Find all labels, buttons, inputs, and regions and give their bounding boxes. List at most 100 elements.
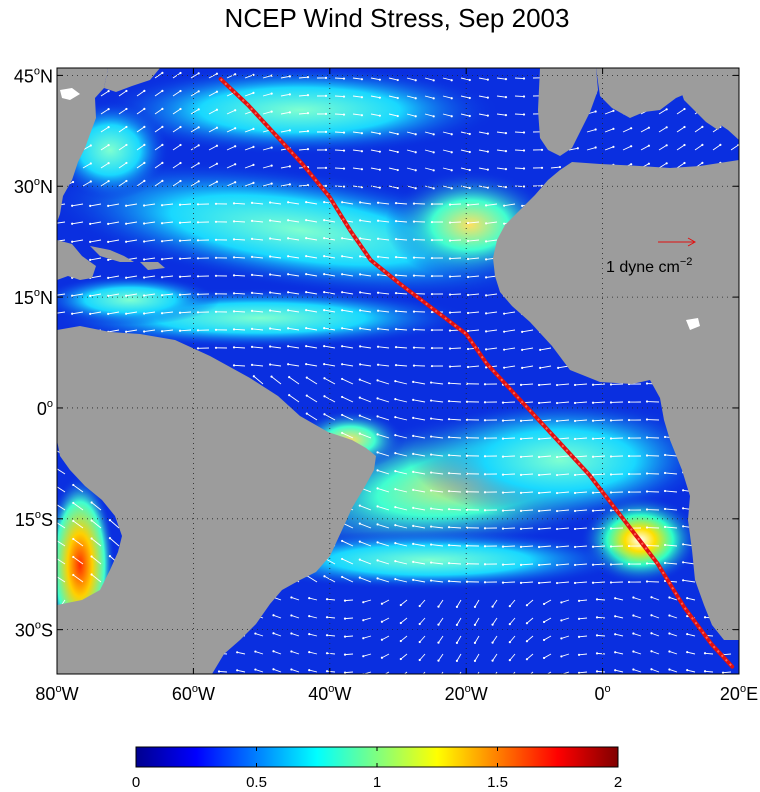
wind-arrow [288,394,300,403]
wind-arrow [413,417,426,421]
wind-arrow-head [542,656,546,660]
wind-arrow [395,542,408,547]
wind-arrow-head [323,272,326,276]
wind-arrow [403,671,408,674]
wind-arrow-head [437,641,440,644]
wind-arrow [502,527,516,530]
wind-arrow-head [450,151,453,154]
lat-tick-degrees: 15 [14,288,34,308]
wind-arrow [431,562,444,565]
wind-arrow [344,671,354,674]
wind-arrow [526,653,534,660]
colorbar: 0 0.5 1 1.5 2 [132,746,622,791]
wind-arrow [431,508,444,511]
wind-arrow-head [665,144,668,147]
wind-arrow-head [468,150,471,154]
wind-arrow-head [376,309,380,312]
wind-arrow [324,363,336,367]
wind-arrow-head [484,330,488,333]
wind-arrow-head [448,347,452,350]
wind-arrow [233,238,246,241]
wind-arrow-head [627,472,631,476]
wind-arrow [309,615,318,619]
wind-arrow [172,162,181,169]
wind-arrow-head [486,78,489,81]
wind-arrow [280,111,290,115]
wind-arrow-head [399,657,402,661]
wind-arrow-head [107,312,110,315]
wind-arrow-head [196,329,200,332]
wind-arrow [422,671,426,674]
wind-arrow-head [501,437,505,440]
wind-arrow-head [609,473,613,476]
wind-arrow-head [325,634,329,637]
wind-arrow-head [107,276,110,279]
wind-arrow-head [54,430,56,432]
north-africa-land [493,160,739,640]
wind-arrow-head [396,114,399,118]
wind-arrow-head [522,113,526,116]
wind-arrow [378,256,390,259]
wind-arrow-head [232,256,236,259]
wind-arrow [360,201,372,205]
wind-arrow [326,652,336,655]
wind-arrow [509,635,516,643]
wind-arrow-head [161,107,164,110]
wind-arrow-head [455,605,459,608]
wind-arrow-head [89,222,92,225]
wind-arrow-head [501,401,505,404]
wind-arrow-head [71,312,74,315]
wind-arrow-head [143,89,146,92]
wind-arrow [460,131,470,135]
wind-arrow [592,383,606,386]
wind-arrow [306,219,318,223]
wind-arrow [57,522,66,529]
wind-arrow-head [430,364,434,368]
wind-arrow [252,346,264,349]
wind-arrow [557,527,570,530]
map-panel [54,68,739,674]
wind-arrow [492,635,498,643]
wind-arrow [676,144,685,151]
wind-arrow-head [447,436,451,439]
wind-arrow [633,669,642,673]
wind-arrow-head [306,184,310,187]
wind-arrow-head [519,527,523,530]
wind-arrow [520,473,534,476]
wind-arrow-head [627,400,631,404]
wind-arrow-head [358,378,361,381]
wind-arrow-head [555,455,559,459]
wind-arrow [370,167,380,171]
wind-arrow-head [125,161,128,165]
wind-arrow [504,203,516,207]
wind-arrow [419,653,426,661]
wind-arrow [244,182,254,187]
wind-arrow [342,363,354,367]
wind-arrow-head [380,638,384,641]
wind-arrow-head [632,650,635,653]
wind-arrow-head [197,90,200,93]
wind-arrow [448,580,462,583]
wind-arrow-head [250,237,254,240]
wind-arrow [341,576,354,583]
wind-arrow [395,310,408,313]
wind-arrow [208,181,218,187]
wind-arrow-head [412,380,415,383]
wind-arrow-head [359,363,362,366]
wind-arrow-head [196,293,200,296]
wind-arrow [233,310,246,313]
wind-arrow-head [250,219,254,222]
wind-arrow [190,144,199,151]
wind-arrow-head [179,143,182,147]
wind-arrow [360,291,372,295]
wind-arrow [431,490,444,493]
wind-arrow-head [560,601,563,604]
lon-tick-degrees: 80 [35,684,55,704]
wind-arrow-head [627,454,631,458]
wind-arrow [640,145,650,151]
wind-arrow [694,126,703,133]
wind-arrow [233,256,246,259]
degree-symbol: o [34,65,40,77]
wind-arrow [406,167,416,171]
wind-arrow-head [359,237,362,240]
